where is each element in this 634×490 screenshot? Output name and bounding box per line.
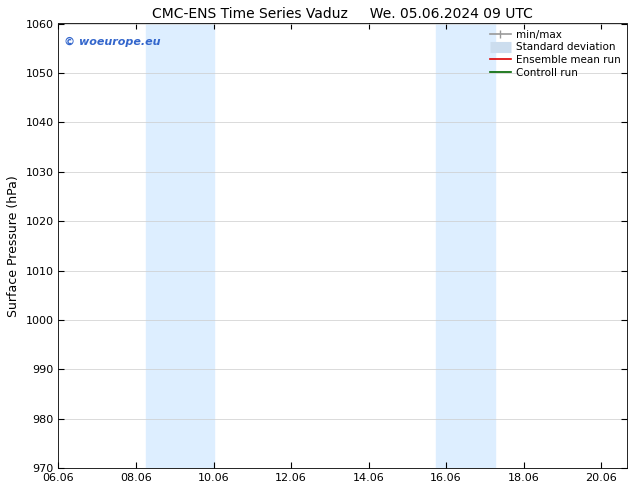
Legend: min/max, Standard deviation, Ensemble mean run, Controll run: min/max, Standard deviation, Ensemble me… xyxy=(487,26,624,81)
Bar xyxy=(436,24,495,468)
Text: © woeurope.eu: © woeurope.eu xyxy=(64,37,160,47)
Y-axis label: Surface Pressure (hPa): Surface Pressure (hPa) xyxy=(7,175,20,317)
Bar xyxy=(146,24,214,468)
Title: CMC-ENS Time Series Vaduz     We. 05.06.2024 09 UTC: CMC-ENS Time Series Vaduz We. 05.06.2024… xyxy=(152,7,533,21)
